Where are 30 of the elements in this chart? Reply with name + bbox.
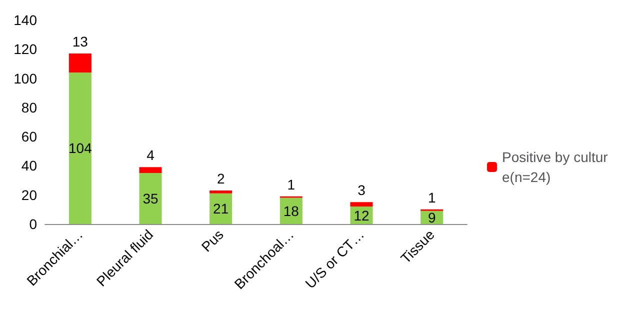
y-tick-label: 80 <box>21 99 38 116</box>
bar <box>350 202 373 207</box>
bar <box>139 173 162 224</box>
data-label: 104 <box>68 140 92 156</box>
bar <box>210 193 232 224</box>
data-label: 1 <box>287 176 296 192</box>
y-tick-label: 20 <box>21 186 38 203</box>
data-label: 4 <box>146 147 155 164</box>
x-tick-label: U/S or CT… <box>302 226 368 292</box>
y-tick-label: 100 <box>14 70 38 86</box>
data-label: 12 <box>354 207 370 224</box>
y-tick-label: 140 <box>14 12 38 28</box>
y-tick-label: 0 <box>29 216 38 232</box>
data-label: 21 <box>213 200 229 217</box>
data-label: 2 <box>216 170 225 186</box>
data-label: 18 <box>283 202 300 219</box>
y-tick-label: 40 <box>21 158 38 174</box>
data-label: 13 <box>72 34 88 50</box>
data-label: 1 <box>428 189 436 206</box>
data-label: 3 <box>358 182 366 198</box>
bar <box>68 54 92 72</box>
y-tick-label: 60 <box>21 128 38 145</box>
bar <box>210 190 232 194</box>
y-tick-label: 120 <box>14 41 38 58</box>
legend-label: Positive by culture(n=24) <box>502 149 608 185</box>
data-label: 9 <box>428 209 436 226</box>
bar <box>139 167 162 173</box>
x-tick-label: Pus <box>198 226 226 255</box>
data-label: 35 <box>142 190 158 206</box>
bar <box>68 72 92 224</box>
